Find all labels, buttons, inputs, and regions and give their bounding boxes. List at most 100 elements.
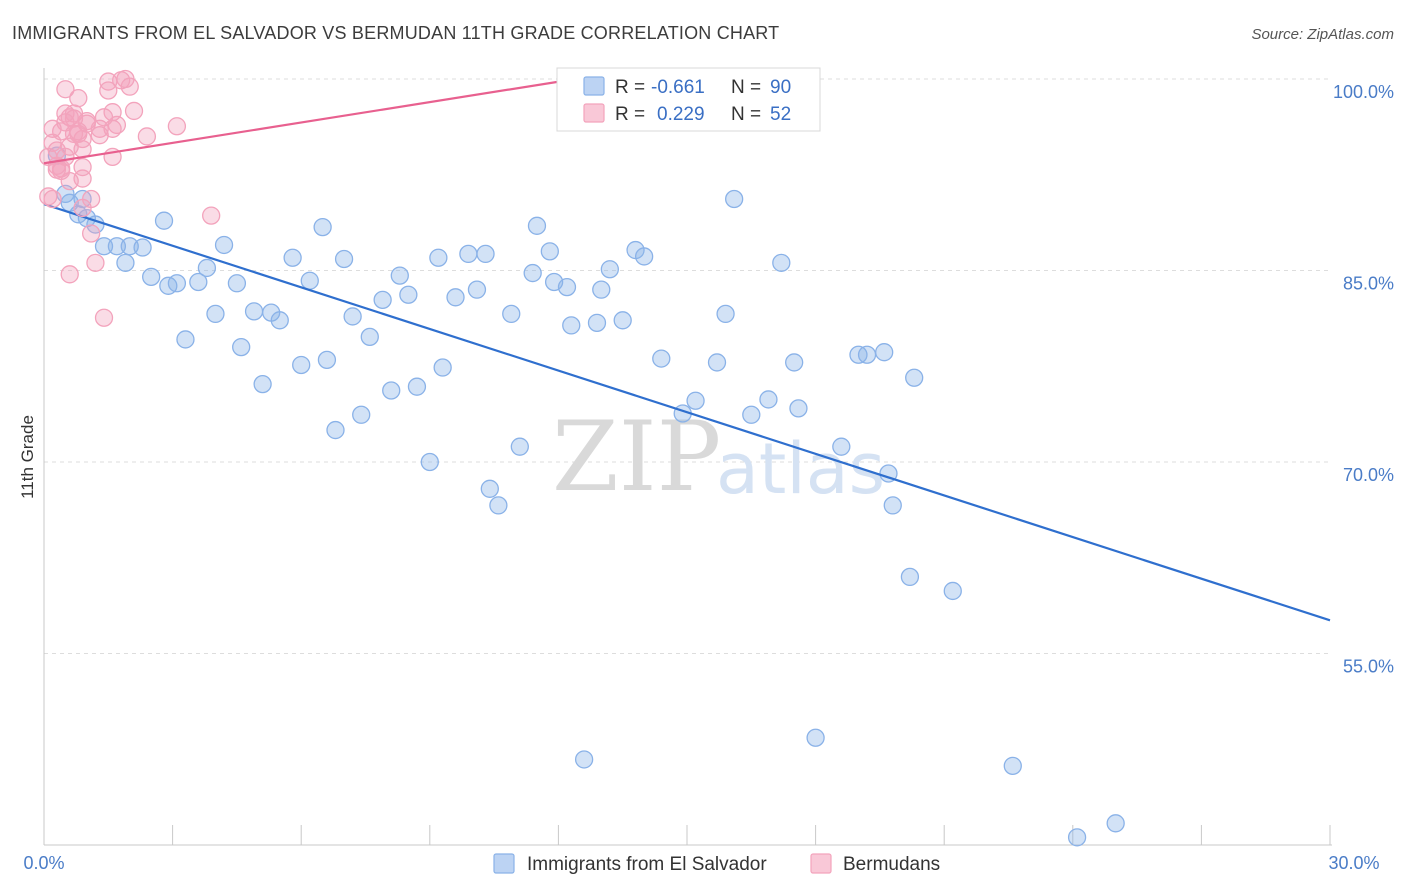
chart-title: IMMIGRANTS FROM EL SALVADOR VS BERMUDAN …	[12, 23, 779, 43]
point-s0-87	[1106, 814, 1125, 833]
point-s0-36	[382, 381, 401, 400]
series-1	[39, 69, 576, 327]
legend-n-value-bermudans: 52	[770, 104, 791, 125]
point-s0-47	[480, 479, 499, 498]
point-s0-81	[883, 496, 902, 515]
point-s0-57	[574, 750, 594, 769]
point-s0-64	[652, 349, 671, 368]
point-s1-32	[82, 224, 101, 243]
point-s1-47	[120, 77, 139, 96]
point-s0-37	[390, 266, 409, 285]
series-0	[43, 146, 1331, 847]
point-s0-76	[832, 437, 851, 456]
series-legend-label-bermudans: Bermudans	[843, 854, 940, 875]
legend-r-value-bermudans: 0.229	[657, 104, 705, 125]
point-s1-51	[202, 206, 221, 225]
x-ticks	[43, 825, 1331, 845]
point-s0-52	[527, 216, 547, 235]
legend-n-label-bermudans: N =	[731, 104, 761, 125]
point-s0-38	[399, 285, 418, 304]
point-s1-34	[86, 253, 105, 272]
point-s1-29	[73, 169, 92, 188]
point-s1-48	[124, 101, 144, 121]
point-s0-40	[420, 452, 439, 472]
point-s0-61	[613, 311, 632, 330]
point-s0-21	[244, 302, 264, 321]
point-s0-17	[206, 304, 225, 324]
point-s0-53	[540, 242, 559, 261]
point-s0-46	[476, 244, 495, 264]
point-s0-22	[253, 374, 272, 394]
point-s0-41	[429, 248, 448, 267]
point-s0-78	[857, 345, 877, 364]
point-s0-10	[142, 267, 161, 287]
point-s0-85	[1003, 756, 1022, 775]
point-s0-19	[227, 274, 247, 293]
plot-area	[43, 68, 1332, 846]
point-s0-28	[313, 217, 332, 237]
y-tick-label-3: 55.0%	[1343, 657, 1394, 677]
legend-r-label-el-salvador: R =	[615, 77, 645, 98]
point-s0-9	[133, 238, 152, 257]
point-s0-82	[900, 567, 920, 587]
point-s0-14	[176, 330, 195, 349]
trend-line-0	[43, 203, 1331, 622]
point-s0-75	[806, 728, 825, 747]
legend-n-value-el-salvador: 90	[770, 77, 791, 98]
point-s0-72	[772, 253, 791, 272]
series-layer	[39, 69, 1331, 847]
point-s0-6	[107, 237, 127, 256]
point-s0-50	[510, 437, 529, 456]
point-s0-56	[562, 316, 581, 335]
point-s0-34	[360, 327, 379, 347]
watermark-atlas: atlas	[716, 428, 885, 510]
legend-r-value-el-salvador: -0.661	[651, 77, 705, 98]
y-tick-label-1: 85.0%	[1343, 274, 1394, 294]
point-s1-18	[60, 265, 79, 284]
point-s0-70	[742, 405, 761, 424]
watermark-zip: ZIP	[552, 401, 721, 513]
point-s0-45	[467, 280, 487, 299]
point-s0-29	[317, 350, 337, 370]
point-s0-58	[587, 313, 607, 332]
series-legend-swatch-el-salvador	[493, 853, 515, 874]
point-s0-83	[905, 368, 924, 387]
point-s1-38	[94, 308, 114, 327]
point-s0-48	[489, 496, 508, 515]
point-s0-51	[523, 263, 542, 283]
trend-line-1	[43, 77, 576, 165]
point-s0-66	[686, 391, 705, 410]
y-tick-label-2: 70.0%	[1343, 465, 1394, 485]
point-s0-42	[433, 358, 452, 377]
point-s0-35	[373, 290, 392, 310]
point-s0-11	[154, 211, 174, 230]
point-s0-73	[785, 353, 804, 372]
point-s0-5	[94, 237, 114, 256]
point-s0-18	[214, 235, 234, 255]
point-s0-49	[502, 304, 521, 324]
y-tick-labels: 100.0% 85.0% 70.0% 55.0%	[1333, 82, 1394, 677]
legend-swatch-el-salvador	[583, 76, 605, 96]
legend-swatch-bermudans	[583, 103, 605, 123]
point-s0-7	[116, 253, 135, 272]
x-tick-label-max: 30.0%	[1328, 853, 1379, 873]
point-s0-79	[875, 343, 894, 362]
point-s1-50	[167, 117, 187, 136]
point-s1-23	[69, 89, 88, 108]
point-s1-2	[43, 189, 62, 209]
point-s0-44	[459, 244, 478, 264]
point-s0-24	[270, 311, 289, 330]
legend-r-label-bermudans: R =	[615, 104, 645, 125]
point-s0-39	[407, 377, 427, 396]
point-s1-33	[82, 189, 101, 209]
point-s1-49	[137, 127, 157, 146]
point-s0-59	[592, 280, 611, 299]
point-s1-44	[107, 115, 127, 135]
series-legend-swatch-bermudans	[810, 853, 832, 874]
chart-source: Source: ZipAtlas.com	[1251, 26, 1394, 43]
point-s0-33	[352, 405, 371, 424]
point-s0-68	[716, 304, 735, 324]
point-s0-31	[334, 249, 354, 269]
point-s0-84	[943, 581, 962, 601]
